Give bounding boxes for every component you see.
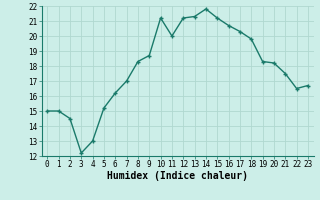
- X-axis label: Humidex (Indice chaleur): Humidex (Indice chaleur): [107, 171, 248, 181]
